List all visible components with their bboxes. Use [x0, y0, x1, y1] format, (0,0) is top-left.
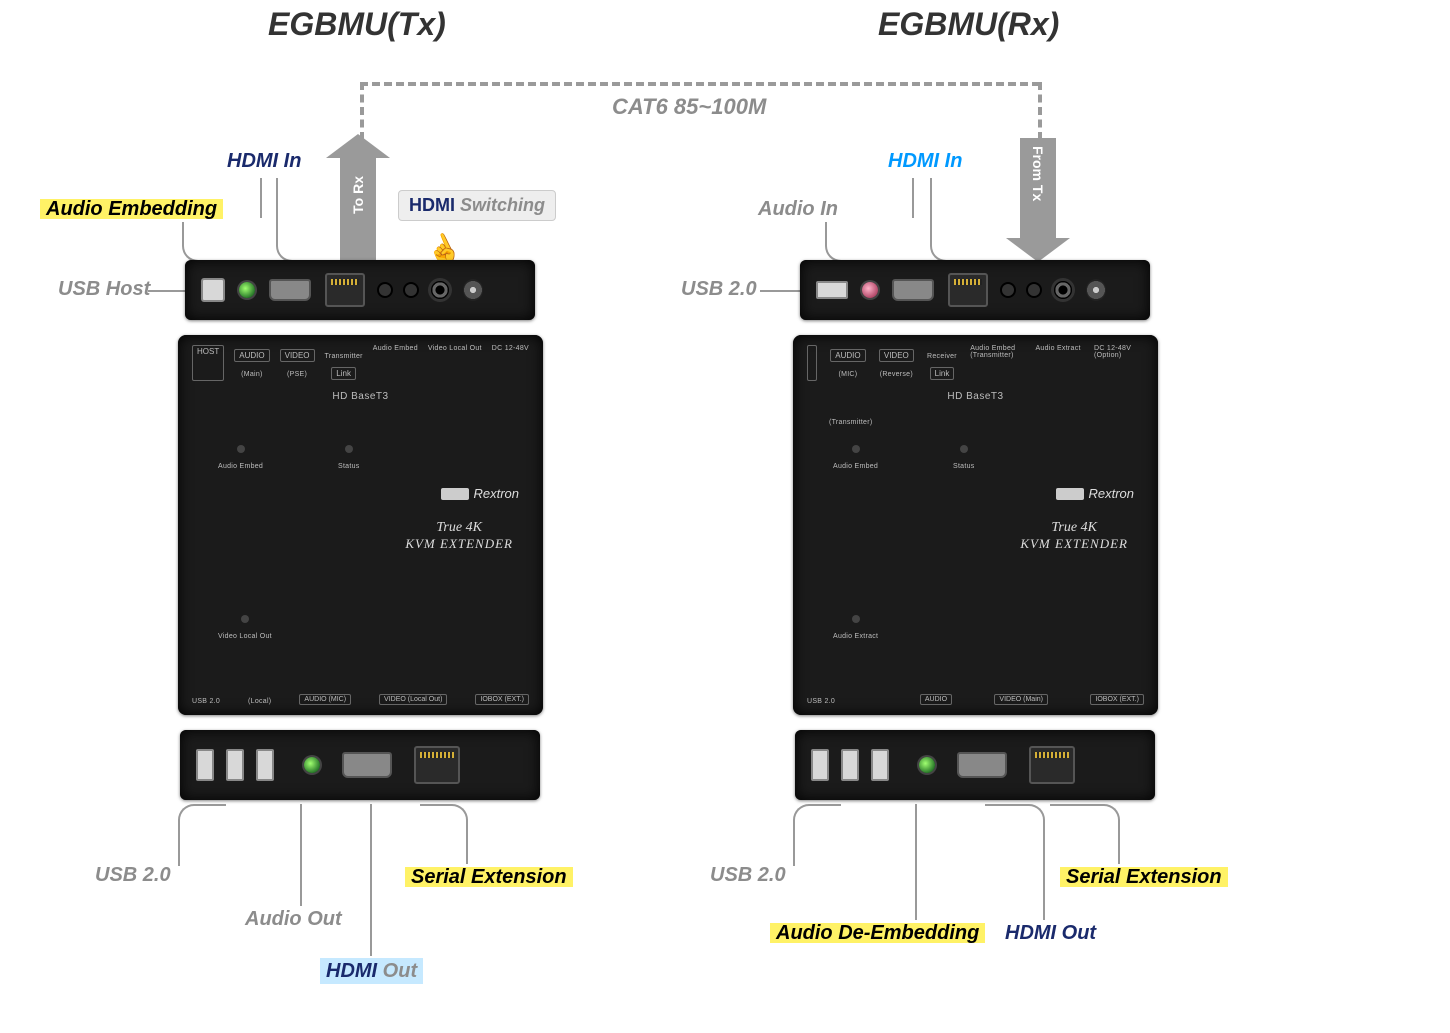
- tx-hdmi-out-lbl: HDMI Out: [320, 960, 423, 983]
- lead-tx-usb20-b: [178, 804, 226, 866]
- title-tx: EGBMU(Tx): [268, 6, 446, 43]
- cable-left-down: [360, 82, 364, 140]
- tx-serial-ext-lbl: Serial Extension: [405, 866, 573, 889]
- lead-rx-usb20-b: [793, 804, 841, 866]
- rx-hdmi-out-lbl: HDMI Out: [1005, 922, 1096, 945]
- tx-bottom-strip: [180, 730, 540, 800]
- lead-rx-hdmi-in2: [930, 178, 958, 262]
- rx-audio-in: Audio In: [758, 198, 838, 221]
- tx-usb-a-3: [256, 749, 274, 781]
- port-rj45-tx: [325, 273, 365, 307]
- btn-tx-1: [379, 284, 391, 296]
- rx-usb-a-3: [871, 749, 889, 781]
- tx-audio-out: [304, 757, 320, 773]
- btn-rx-2: [1028, 284, 1040, 296]
- tx-hdmi-switching: HDMI Switching: [398, 190, 556, 221]
- lead-tx-audioemb: [182, 222, 244, 262]
- btn-rx-1: [1002, 284, 1014, 296]
- port-audio-in-rx: [862, 282, 878, 298]
- cable-right-down: [1038, 82, 1042, 140]
- t-host: HOST: [192, 345, 224, 381]
- rx-usb-a-1: [811, 749, 829, 781]
- rx-serial-ext-lbl: Serial Extension: [1060, 866, 1228, 889]
- rx-usb20-top: USB 2.0: [681, 278, 757, 301]
- port-hdmi-in-tx: [269, 279, 311, 301]
- lead-rx-usb20: [760, 290, 800, 292]
- rx-bottom-strip: [795, 730, 1155, 800]
- arrow-from-tx-label: From Tx: [1030, 146, 1046, 201]
- brand-tx: Rextron: [441, 485, 519, 503]
- tx-usb-a-2: [226, 749, 244, 781]
- rx-hdmi-in: HDMI In: [888, 150, 962, 173]
- rx-body: AUDIO(MIC) VIDEO(Reverse) ReceiverLink A…: [793, 335, 1158, 715]
- lead-tx-hdmi-in1: [260, 178, 262, 218]
- port-avia-tx: [463, 279, 483, 301]
- tx-usb-host: USB Host: [58, 278, 150, 301]
- tx-usb-a-1: [196, 749, 214, 781]
- lead-tx-hdmiout: [370, 804, 372, 956]
- rx-serial-ext: [1029, 746, 1075, 784]
- btn-tx-2: [405, 284, 417, 296]
- tx-usb20-bot: USB 2.0: [95, 864, 171, 887]
- lead-rx-audioin: [825, 222, 865, 262]
- port-usb-a-rx-top: [816, 281, 848, 299]
- tx-audio-out-lbl: Audio Out: [245, 908, 342, 931]
- port-audio-in-tx: [239, 282, 255, 298]
- rx-usb20-bot: USB 2.0: [710, 864, 786, 887]
- cable-label: CAT6 85~100M: [612, 94, 766, 120]
- lead-rx-hdmiout: [985, 804, 1045, 920]
- tx-serial-ext: [414, 746, 460, 784]
- tx-top-strip: [185, 260, 535, 320]
- port-hdmi-in-rx: [892, 279, 934, 301]
- port-rj45-rx: [948, 273, 988, 307]
- arrow-to-rx-label: To Rx: [350, 176, 366, 214]
- lead-rx-audiode: [915, 804, 917, 920]
- lead-tx-audioout: [300, 804, 302, 906]
- arrow-from-tx: From Tx: [1020, 138, 1056, 238]
- cable-horizontal: [360, 82, 1040, 86]
- port-avia-rx: [1086, 279, 1106, 301]
- lead-tx-usbhost: [148, 290, 188, 292]
- hdbaset-tx: HD BaseT3: [178, 391, 543, 402]
- port-dc-tx: [431, 281, 449, 299]
- port-usb-b: [201, 278, 225, 302]
- tx-body: HOST AUDIO(Main) VIDEO(PSE) TransmitterL…: [178, 335, 543, 715]
- rx-audio-out: [919, 757, 935, 773]
- lead-tx-hdmi-in2: [276, 178, 306, 262]
- hdbaset-rx: HD BaseT3: [793, 391, 1158, 402]
- rx-audio-de-lbl: Audio De-Embedding: [770, 922, 985, 945]
- tx-hdmi-out: [342, 752, 392, 778]
- lead-tx-serial: [420, 804, 468, 864]
- lead-rx-serial: [1050, 804, 1120, 864]
- tx-hdmi-in: HDMI In: [227, 150, 301, 173]
- arrow-to-rx: To Rx: [340, 158, 376, 260]
- rx-usb-a-2: [841, 749, 859, 781]
- lead-rx-hdmi-in1: [912, 178, 914, 218]
- brand-rx: Rextron: [1056, 485, 1134, 503]
- tx-audio-embedding: Audio Embedding: [40, 198, 223, 221]
- rx-hdmi-out: [957, 752, 1007, 778]
- rx-top-strip: [800, 260, 1150, 320]
- port-dc-rx: [1054, 281, 1072, 299]
- title-rx: EGBMU(Rx): [878, 6, 1059, 43]
